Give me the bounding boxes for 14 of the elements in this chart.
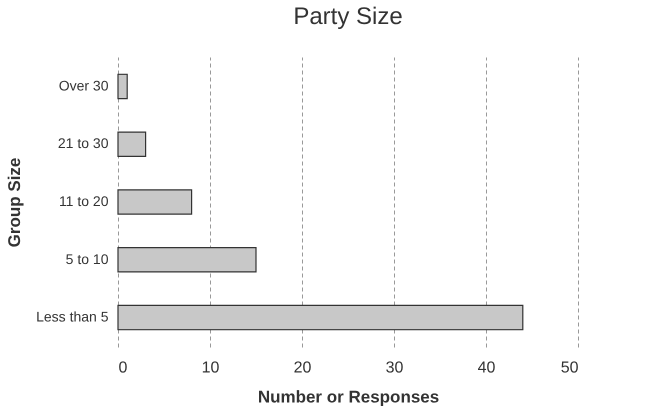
y-tick-label: 11 to 20 (58, 193, 109, 209)
y-tick-label: 21 to 30 (58, 135, 109, 152)
y-tick-label: Over 30 (58, 77, 109, 94)
x-axis-title: Number or Responses (258, 388, 440, 406)
x-tick-label: 0 (118, 360, 128, 376)
x-tick-label: 40 (478, 360, 496, 376)
x-tick-label: 20 (294, 360, 312, 376)
x-tick-label: 50 (560, 360, 579, 376)
x-tick-label: 30 (386, 360, 404, 376)
x-tick-label: 10 (202, 360, 220, 376)
y-tick-label: Less than 5 (36, 308, 109, 325)
y-tick-label: 5 to 10 (66, 250, 109, 267)
chart-title: Party Size (293, 3, 403, 30)
y-axis-title: Group Size (5, 158, 24, 248)
